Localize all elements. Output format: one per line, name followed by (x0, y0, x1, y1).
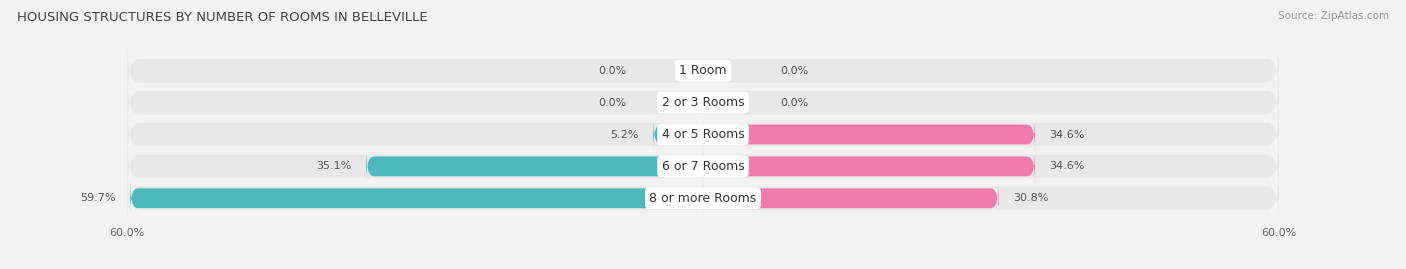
FancyBboxPatch shape (654, 119, 703, 150)
FancyBboxPatch shape (703, 183, 998, 214)
FancyBboxPatch shape (366, 151, 703, 182)
FancyBboxPatch shape (703, 119, 1035, 150)
Text: Source: ZipAtlas.com: Source: ZipAtlas.com (1278, 11, 1389, 21)
Text: 0.0%: 0.0% (780, 98, 808, 108)
Text: 5.2%: 5.2% (610, 129, 638, 140)
Text: 34.6%: 34.6% (1049, 161, 1085, 171)
Text: 0.0%: 0.0% (598, 66, 626, 76)
FancyBboxPatch shape (127, 44, 1279, 97)
Text: 30.8%: 30.8% (1012, 193, 1049, 203)
FancyBboxPatch shape (131, 183, 703, 214)
Text: 0.0%: 0.0% (780, 66, 808, 76)
Text: HOUSING STRUCTURES BY NUMBER OF ROOMS IN BELLEVILLE: HOUSING STRUCTURES BY NUMBER OF ROOMS IN… (17, 11, 427, 24)
FancyBboxPatch shape (703, 151, 1035, 182)
Text: 0.0%: 0.0% (598, 98, 626, 108)
Text: 1 Room: 1 Room (679, 64, 727, 77)
Text: 4 or 5 Rooms: 4 or 5 Rooms (662, 128, 744, 141)
Text: 35.1%: 35.1% (316, 161, 352, 171)
Text: 6 or 7 Rooms: 6 or 7 Rooms (662, 160, 744, 173)
FancyBboxPatch shape (127, 140, 1279, 193)
FancyBboxPatch shape (127, 172, 1279, 225)
Text: 34.6%: 34.6% (1049, 129, 1085, 140)
Text: 59.7%: 59.7% (80, 193, 115, 203)
Text: 2 or 3 Rooms: 2 or 3 Rooms (662, 96, 744, 109)
FancyBboxPatch shape (127, 108, 1279, 161)
FancyBboxPatch shape (127, 76, 1279, 129)
Text: 8 or more Rooms: 8 or more Rooms (650, 192, 756, 205)
